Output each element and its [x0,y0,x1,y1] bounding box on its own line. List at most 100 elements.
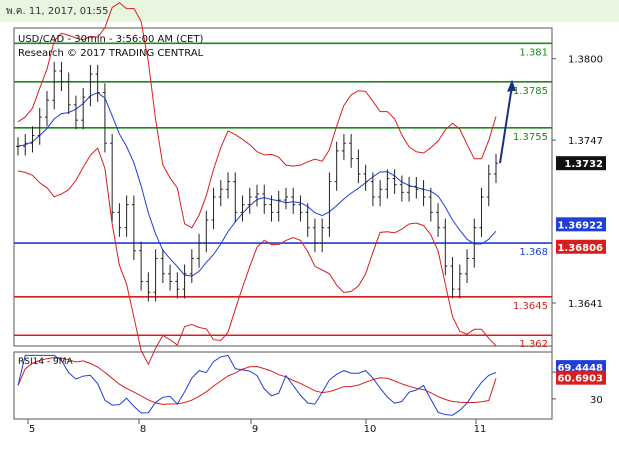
price-axis: 1.3800 1.3747 1.3641 1.3732 1.36922 1.36806 [552,55,606,310]
candle-27 [211,187,216,230]
time-tick-label-2: 9 [252,424,258,435]
candle-46 [349,134,354,168]
candle-40 [305,203,310,237]
candle-59 [443,218,448,276]
current-price-tag-label: 1.3732 [564,159,603,170]
candle-41 [312,218,317,253]
candle-47 [356,149,361,184]
bb-value-tag-bg [556,239,606,254]
level-label-0: 1.381 [519,47,548,58]
candle-28 [218,180,223,207]
level-label-2: 1.3755 [513,132,548,143]
candle-60 [450,256,455,299]
candle-7 [66,72,71,115]
main-plot-frame [13,27,553,347]
candle-18 [146,272,151,302]
candle-21 [168,264,173,291]
candle-3 [37,107,42,145]
candle-19 [153,249,158,302]
forecast-arrow-line [499,85,513,164]
candle-2 [30,126,35,153]
candle-64 [479,187,484,237]
rsi-plot-frame [13,351,553,420]
candle-33 [255,184,259,207]
candle-8 [73,95,78,130]
time-tick-label-3: 10 [364,424,377,435]
candle-65 [486,164,491,207]
ma-value-tag-label: 1.36922 [557,220,603,231]
candle-56 [421,180,426,207]
candle-38 [291,187,296,214]
candle-55 [414,177,419,199]
rsi-ma-tag-bg [556,370,606,385]
candle-25 [197,233,202,268]
level-label-4: 1.3645 [513,301,548,312]
level-label-3: 1.368 [519,247,548,258]
rsi-ma-tag-label: 60.6903 [557,374,603,385]
candle-45 [341,134,346,161]
candle-54 [407,177,412,202]
candle-11 [95,64,100,102]
time-axis: 5 8 9 10 11 [27,419,487,435]
time-tick-label-0: 5 [29,424,35,435]
candle-37 [283,187,288,210]
candle-34 [262,184,267,214]
candle-1 [23,134,28,156]
support-resistance-levels: 1.381 1.3785 1.3755 1.368 1.3645 1.362 [14,42,552,350]
candle-50 [378,180,383,207]
rsi-value-tag-bg [556,360,606,375]
candle-44 [334,141,339,191]
time-tick-label-4: 11 [474,424,487,435]
candle-62 [465,249,470,284]
candle-51 [385,169,390,199]
rsi-ma-line [17,357,497,405]
time-tick-label-1: 8 [140,424,146,435]
timestamp-bar: พ.ค. 11, 2017, 01:55 [0,0,619,22]
candle-6 [59,61,64,91]
candle-26 [204,210,209,253]
candle-35 [269,195,274,222]
candle-13 [110,134,115,222]
candle-30 [233,172,238,222]
current-price-tag-bg [556,156,606,171]
price-tick-label-1: 1.3747 [568,136,603,147]
candle-32 [247,187,252,214]
candle-57 [428,187,433,222]
candlesticks [16,61,498,302]
price-tick-label-2: 1.3641 [568,299,603,310]
price-tick-label-0: 1.3800 [568,55,603,66]
level-label-1: 1.3785 [513,86,548,97]
candle-49 [370,172,375,207]
candle-52 [392,169,397,194]
forecast-arrow-head [507,79,516,92]
candle-15 [124,195,129,237]
bollinger-upper [17,2,497,229]
candle-63 [472,218,477,268]
candle-36 [276,190,281,222]
candle-53 [399,175,404,202]
rsi-line [17,354,497,416]
candle-0 [16,137,20,156]
bollinger-lower [17,147,497,366]
candle-66 [494,153,498,184]
level-label-5: 1.362 [519,339,548,350]
chart-subtitle: Research © 2017 TRADING CENTRAL [18,48,204,59]
candle-14 [117,203,122,237]
candle-29 [226,172,231,199]
candle-20 [160,249,165,284]
rsi-title: RSI14 - 9MA [18,357,74,367]
candle-48 [363,164,368,191]
rsi-value-tag-label: 69.4448 [557,363,603,374]
candle-58 [436,203,441,237]
candle-31 [240,195,245,222]
candle-16 [131,195,136,260]
ma-value-tag-bg [556,217,606,232]
candle-24 [189,249,194,284]
chart-title: USD/CAD - 30min - 3:56:00 AM (CET) [18,34,203,45]
candle-39 [298,195,303,222]
timestamp: พ.ค. 11, 2017, 01:55 [6,6,109,17]
candle-5 [52,61,57,110]
candle-22 [175,272,180,299]
